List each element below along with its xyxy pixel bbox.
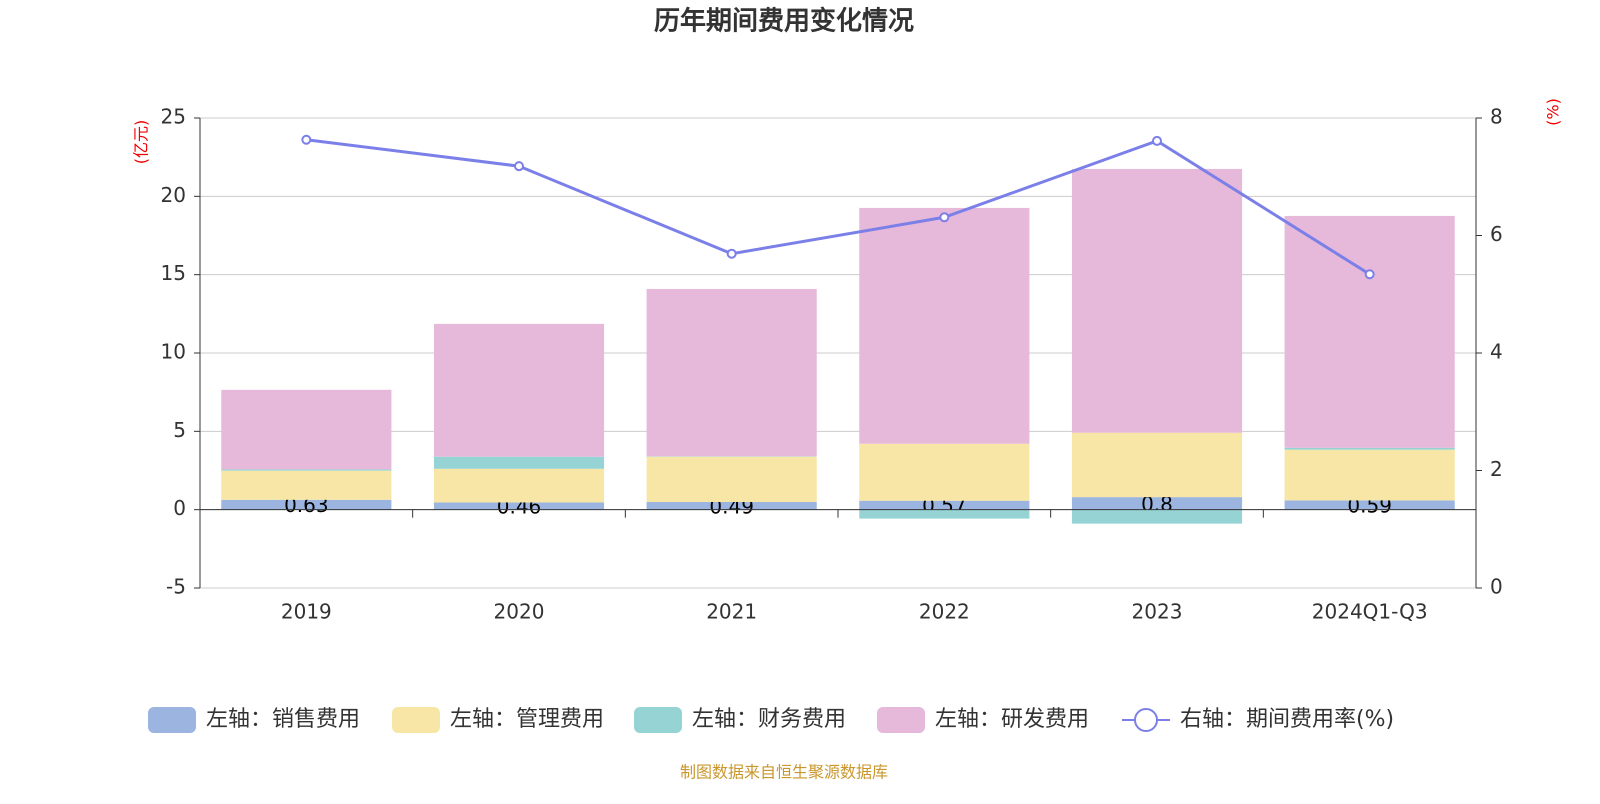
legend-label: 左轴：销售费用 <box>206 707 360 732</box>
bar-segment <box>859 444 1029 501</box>
y2-tick-label: 8 <box>1490 105 1503 129</box>
bar-segment <box>647 289 817 456</box>
legend-label: 右轴：期间费用率(%) <box>1180 707 1394 732</box>
legend-label: 左轴：研发费用 <box>935 707 1089 732</box>
line-point <box>728 250 736 258</box>
legend-swatch <box>148 707 196 733</box>
x-tick-label: 2019 <box>281 600 332 624</box>
bar-segment <box>859 510 1029 519</box>
line-point <box>1153 137 1161 145</box>
bar-segment <box>434 469 604 503</box>
bar-segment <box>1072 510 1242 524</box>
legend-label: 左轴：管理费用 <box>450 707 604 732</box>
y2-tick-label: 6 <box>1490 222 1503 246</box>
legend-label: 左轴：财务费用 <box>692 707 846 732</box>
bar-segment <box>1285 448 1455 450</box>
legend-swatch <box>392 707 440 733</box>
bar-segment <box>221 471 391 500</box>
bar-segment <box>434 324 604 457</box>
bar-segment <box>1072 433 1242 497</box>
bar-segment <box>221 390 391 470</box>
y-tick-label: 0 <box>173 496 186 520</box>
x-tick-label: 2024Q1-Q3 <box>1312 600 1428 624</box>
bar-segment <box>1285 450 1455 501</box>
bar-segment <box>859 208 1029 444</box>
legend-swatch <box>877 707 925 733</box>
x-tick-label: 2021 <box>706 600 757 624</box>
y-tick-label: 15 <box>161 261 186 285</box>
line-point <box>515 162 523 170</box>
bar-segment <box>647 457 817 502</box>
y-tick-label: 10 <box>161 340 186 364</box>
line-point <box>1366 270 1374 278</box>
y-tick-label: 20 <box>161 183 186 207</box>
x-tick-label: 2023 <box>1132 600 1183 624</box>
legend-swatch <box>634 707 682 733</box>
chart-title: 历年期间费用变化情况 <box>654 6 914 37</box>
bar-segment <box>221 469 391 470</box>
legend-swatch <box>1135 709 1157 731</box>
y-axis-label: (亿元) <box>132 120 151 165</box>
line-point <box>302 136 310 144</box>
y-tick-label: 5 <box>173 418 186 442</box>
bar-segment <box>1285 216 1455 448</box>
line-point <box>940 213 948 221</box>
y2-tick-label: 0 <box>1490 575 1503 599</box>
source-note: 制图数据来自恒生聚源数据库 <box>680 763 888 782</box>
y-tick-label: 25 <box>161 105 186 129</box>
x-tick-label: 2022 <box>919 600 970 624</box>
y-tick-label: -5 <box>166 575 186 599</box>
x-tick-label: 2020 <box>494 600 545 624</box>
y2-tick-label: 4 <box>1490 340 1503 364</box>
bar-segment <box>1072 169 1242 433</box>
y2-axis-label: (%) <box>1544 98 1563 126</box>
y2-tick-label: 2 <box>1490 457 1503 481</box>
bar-segment <box>434 457 604 469</box>
